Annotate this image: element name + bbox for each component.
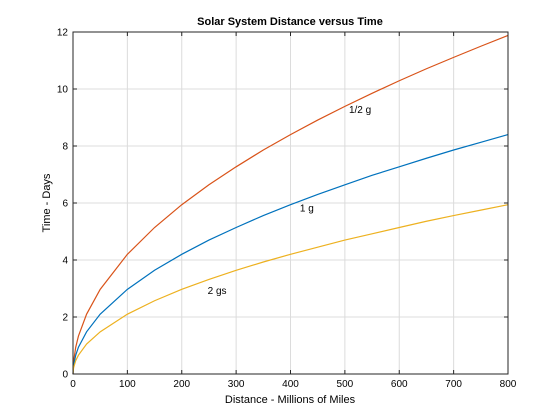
- y-tick-label: 8: [62, 142, 68, 153]
- y-tick-label: 4: [62, 256, 68, 267]
- annotation-1-g: 1 g: [300, 204, 314, 215]
- y-tick-label: 6: [62, 199, 68, 210]
- annotation-2-gs: 2 gs: [208, 286, 227, 297]
- x-tick-label: 800: [500, 379, 517, 390]
- series-line-1-g: [72, 134, 509, 375]
- x-axis-label: Distance - Millions of Miles: [225, 394, 356, 406]
- y-tick-label: 10: [57, 85, 69, 96]
- grid: [73, 32, 508, 374]
- y-tick-label: 12: [57, 28, 69, 39]
- annotation-1-2-g: 1/2 g: [349, 105, 371, 116]
- y-tick-label: 0: [62, 370, 68, 381]
- x-tick-label: 600: [391, 379, 408, 390]
- x-tick-label: 300: [228, 379, 245, 390]
- x-tick-label: 100: [119, 379, 136, 390]
- series-annotations: 1/2 g 1 g 2 gs: [208, 105, 372, 297]
- y-tick-label: 2: [62, 313, 68, 324]
- x-tick-label: 0: [70, 379, 76, 390]
- x-tick-label: 200: [173, 379, 190, 390]
- x-tick-label: 700: [445, 379, 462, 390]
- series-line-2-gs: [72, 204, 509, 375]
- tick-labels: 0 100 200 300 400 500 600 700 800 0 2 4 6 8 10 12: [57, 28, 517, 391]
- axis-ticks: [72, 31, 509, 375]
- series-lines: [72, 34, 509, 375]
- x-tick-label: 400: [282, 379, 299, 390]
- y-axis-label: Time - Days: [41, 173, 53, 232]
- series-line-1-2-g: [72, 34, 509, 375]
- chart-title: Solar System Distance versus Time: [197, 16, 383, 28]
- x-tick-label: 500: [337, 379, 354, 390]
